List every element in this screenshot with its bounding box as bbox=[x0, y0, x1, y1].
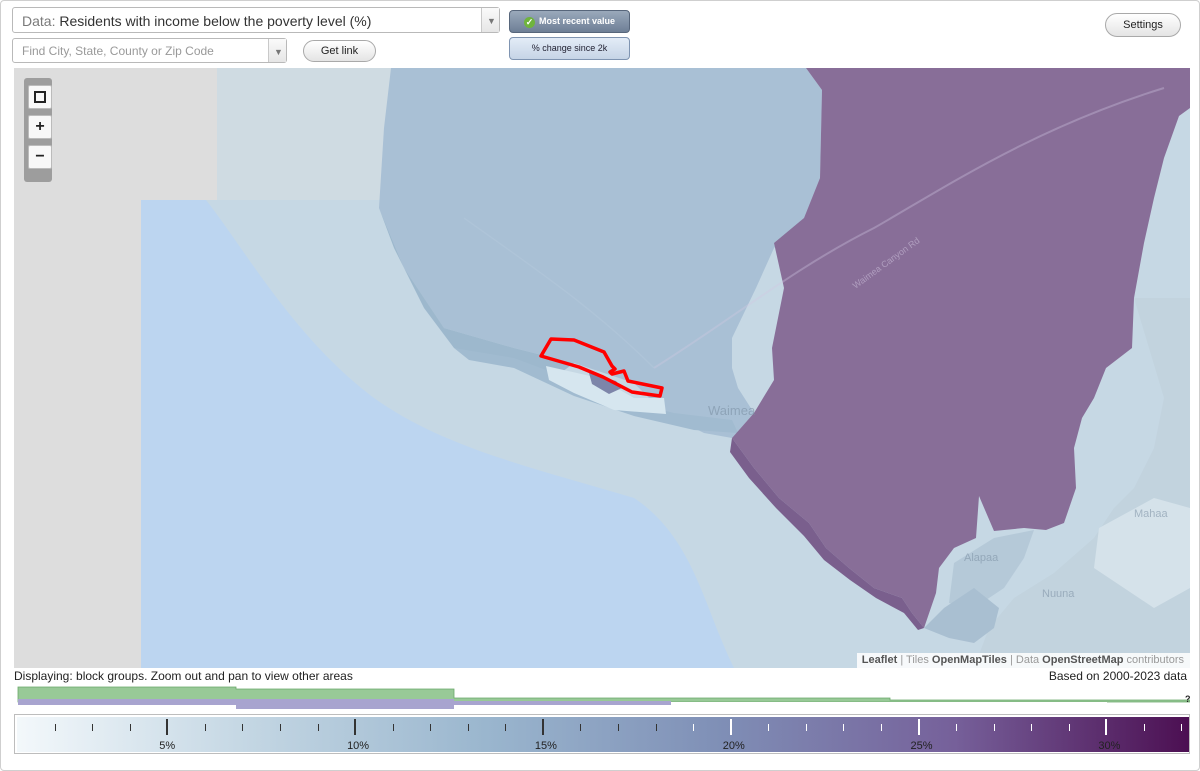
zoom-in-button[interactable]: + bbox=[28, 115, 52, 139]
scale-major-tick bbox=[917, 719, 920, 735]
check-icon: ✓ bbox=[523, 17, 535, 28]
chevron-down-icon: ▼ bbox=[487, 16, 496, 26]
fit-bounds-button[interactable] bbox=[28, 85, 52, 109]
land-area-northwest bbox=[217, 68, 391, 200]
scale-minor-tick bbox=[1143, 724, 1145, 731]
scale-minor-tick bbox=[805, 724, 807, 731]
road-line bbox=[653, 87, 1165, 369]
color-scale-legend: 5% 10% 15% 20% 25% 30% bbox=[14, 714, 1190, 754]
map-layers bbox=[14, 68, 1190, 668]
tract-purple bbox=[732, 68, 1190, 628]
scale-label: 5% bbox=[159, 740, 176, 752]
scale-minor-tick bbox=[956, 724, 958, 731]
scale-minor-tick bbox=[880, 724, 882, 731]
settings-button[interactable]: Settings bbox=[1105, 13, 1181, 37]
histogram-change bbox=[18, 699, 671, 705]
get-link-button[interactable]: Get link bbox=[303, 40, 376, 62]
scale-minor-tick bbox=[204, 724, 206, 731]
openstreetmap-link[interactable]: OpenStreetMap bbox=[1042, 654, 1124, 666]
scale-major-tick bbox=[1105, 719, 1108, 735]
search-dropdown-button[interactable]: ▼ bbox=[268, 39, 286, 62]
scale-minor-tick bbox=[618, 724, 620, 731]
ocean-area bbox=[141, 200, 734, 668]
distribution-histogram: ? bbox=[17, 686, 1190, 709]
displaying-note: Displaying: block groups. Zoom out and p… bbox=[14, 669, 353, 683]
scale-minor-tick bbox=[92, 724, 94, 731]
scale-label: 20% bbox=[722, 740, 745, 752]
location-search: ▼ bbox=[12, 38, 287, 63]
scale-minor-tick bbox=[768, 724, 770, 731]
scale-minor-tick bbox=[1181, 724, 1183, 731]
unloaded-tile-area bbox=[14, 68, 217, 668]
histogram-help[interactable]: ? bbox=[1185, 694, 1190, 704]
scale-major-tick bbox=[541, 719, 544, 735]
tract-north bbox=[379, 68, 822, 438]
scale-minor-tick bbox=[317, 724, 319, 731]
place-label-nuuna: Nuuna bbox=[1042, 588, 1075, 600]
color-scale-bar bbox=[17, 717, 1189, 752]
most-recent-value-toggle[interactable]: ✓ Most recent value bbox=[509, 10, 630, 33]
scale-minor-tick bbox=[129, 724, 131, 731]
scale-minor-tick bbox=[693, 724, 695, 731]
chevron-down-icon: ▼ bbox=[274, 47, 283, 57]
most-recent-value-label: Most recent value bbox=[538, 16, 616, 26]
map-attribution: Leaflet | Tiles OpenMapTiles | Data Open… bbox=[856, 653, 1190, 668]
tract-east-light bbox=[1094, 498, 1190, 608]
scale-minor-tick bbox=[467, 724, 469, 731]
tract-purple-edge bbox=[730, 438, 924, 630]
scale-minor-tick bbox=[843, 724, 845, 731]
tract-south-tiny bbox=[924, 588, 999, 643]
data-range-note: Based on 2000-2023 data bbox=[1048, 669, 1187, 683]
location-search-input[interactable] bbox=[13, 39, 265, 62]
percent-change-toggle[interactable]: % change since 2k bbox=[509, 37, 630, 60]
selected-block-group-outline[interactable] bbox=[539, 337, 664, 398]
scale-minor-tick bbox=[1068, 724, 1070, 731]
scale-major-tick bbox=[166, 719, 169, 735]
fit-bounds-icon bbox=[34, 91, 46, 103]
scale-minor-tick bbox=[392, 724, 394, 731]
zoom-out-button[interactable]: − bbox=[28, 145, 52, 169]
place-label-mahaa: Mahaa bbox=[1134, 508, 1168, 520]
data-value: Residents with income below the poverty … bbox=[59, 13, 372, 29]
tract-small-dark bbox=[589, 373, 622, 394]
data-selector[interactable]: Data: Residents with income below the po… bbox=[12, 7, 500, 33]
scale-major-tick bbox=[729, 719, 732, 735]
map-view[interactable]: Waimea Alapaa Nuuna Mahaa Waimea Canyon … bbox=[14, 68, 1190, 668]
scale-label: 25% bbox=[910, 740, 933, 752]
scale-minor-tick bbox=[580, 724, 582, 731]
scale-minor-tick bbox=[242, 724, 244, 731]
scale-minor-tick bbox=[54, 724, 56, 731]
zoom-control: + − bbox=[24, 78, 52, 182]
leaflet-link[interactable]: Leaflet bbox=[861, 654, 898, 666]
histogram-change-low bbox=[18, 705, 454, 709]
data-dropdown-button[interactable]: ▼ bbox=[481, 8, 499, 32]
scale-minor-tick bbox=[655, 724, 657, 731]
color-gradient bbox=[17, 717, 1189, 752]
scale-label: 30% bbox=[1098, 740, 1121, 752]
place-label-waimea: Waimea bbox=[708, 403, 756, 418]
scale-minor-tick bbox=[279, 724, 281, 731]
scale-label: 10% bbox=[347, 740, 370, 752]
scale-minor-tick bbox=[993, 724, 995, 731]
tract-south-small bbox=[949, 530, 1034, 608]
road-line-west bbox=[463, 217, 655, 369]
scale-minor-tick bbox=[430, 724, 432, 731]
scale-minor-tick bbox=[1031, 724, 1033, 731]
scale-label: 15% bbox=[534, 740, 557, 752]
place-label-alapaa: Alapaa bbox=[964, 552, 999, 564]
scale-minor-tick bbox=[505, 724, 507, 731]
openmaptiles-link[interactable]: OpenMapTiles bbox=[931, 654, 1007, 666]
scale-major-tick bbox=[354, 719, 357, 735]
data-prefix: Data: bbox=[22, 13, 56, 29]
